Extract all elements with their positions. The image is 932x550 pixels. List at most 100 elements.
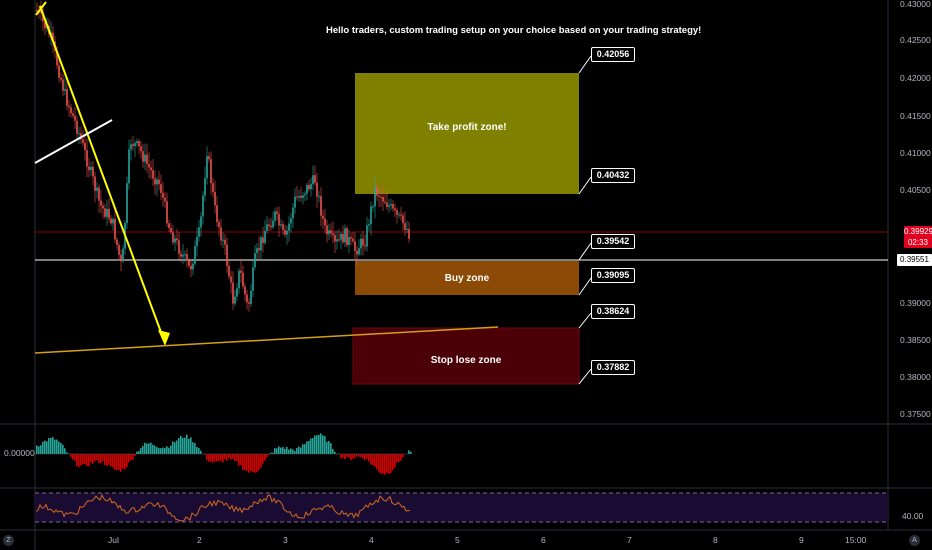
candle-body <box>380 196 382 198</box>
time-tick: 2 <box>197 535 202 545</box>
histogram-bar <box>186 434 188 454</box>
candle-body <box>42 13 44 22</box>
candle-body <box>374 187 376 207</box>
candle-body <box>298 195 300 198</box>
candle-body <box>126 183 128 223</box>
candle-body <box>344 228 346 243</box>
candle-body <box>112 219 114 224</box>
histogram-bar <box>86 454 88 467</box>
candle-body <box>62 79 64 91</box>
candle-body <box>140 146 142 152</box>
callout-0.42056[interactable]: 0.42056 <box>591 47 635 62</box>
histogram-bar <box>116 454 118 471</box>
histogram-bar <box>328 441 330 454</box>
candle-body <box>242 272 244 287</box>
candle-body <box>154 178 156 185</box>
time-tick: 5 <box>455 535 460 545</box>
histogram-bar <box>248 454 250 473</box>
histogram-bar <box>76 454 78 467</box>
candle-body <box>132 144 134 147</box>
candle-body <box>240 270 242 273</box>
callout-0.37882[interactable]: 0.37882 <box>591 360 635 375</box>
candle-body <box>296 196 298 198</box>
histogram-bar <box>180 435 182 454</box>
callout-0.38624[interactable]: 0.38624 <box>591 304 635 319</box>
histogram-bar <box>78 454 80 468</box>
candle-body <box>144 154 146 162</box>
take-profit-zone[interactable] <box>355 73 579 194</box>
stop-loss-zone[interactable] <box>352 327 580 385</box>
histogram-bar <box>222 454 224 463</box>
histogram-bar <box>166 446 168 454</box>
time-tick: 9 <box>799 535 804 545</box>
histogram-bar <box>82 454 84 465</box>
candle-body <box>164 197 166 202</box>
histogram-bar <box>154 445 156 454</box>
candle-body <box>168 223 170 228</box>
headline-text[interactable]: Hello traders, custom trading setup on y… <box>326 25 702 36</box>
histogram-bar <box>284 448 286 454</box>
candle-body <box>212 183 214 192</box>
candle-body <box>244 286 246 295</box>
histogram-bar <box>50 437 52 454</box>
candle-body <box>82 139 84 143</box>
callout-0.40432[interactable]: 0.40432 <box>591 168 635 183</box>
histogram-bar <box>278 446 280 454</box>
histogram-bar <box>190 437 192 454</box>
marker-price-badge[interactable]: 0.39551 <box>897 254 932 266</box>
candle-body <box>200 216 202 228</box>
candle-body <box>276 211 278 214</box>
candle-body <box>402 215 404 224</box>
histogram-bar <box>352 454 354 459</box>
histogram-bar <box>334 451 336 454</box>
histogram-bar <box>162 447 164 454</box>
support-trend-line[interactable] <box>34 326 499 354</box>
histogram-bar <box>396 454 398 463</box>
candle-body <box>252 267 254 291</box>
buy-zone[interactable] <box>355 261 579 295</box>
candle-body <box>238 270 240 289</box>
last-price-badge: 0.39929 02:33 <box>904 226 932 248</box>
candle-body <box>322 215 324 219</box>
candle-body <box>366 225 368 247</box>
candle-body <box>270 225 272 228</box>
candle-body <box>56 50 58 66</box>
candle-body <box>186 254 188 261</box>
candle-body <box>98 187 100 201</box>
candle-body <box>102 205 104 209</box>
candle-body <box>142 151 144 162</box>
histogram-bar <box>346 454 348 457</box>
histogram-bar <box>218 454 220 461</box>
histogram-bar <box>372 454 374 466</box>
histogram-bar <box>232 454 234 459</box>
callout-0.39542[interactable]: 0.39542 <box>591 234 635 249</box>
candle-body <box>312 175 314 184</box>
timezone-icon[interactable]: Z <box>3 535 14 546</box>
candle-body <box>318 196 320 198</box>
yellow-arrow-line[interactable] <box>39 5 166 344</box>
callout-0.39095[interactable]: 0.39095 <box>591 268 635 283</box>
histogram-bar <box>194 443 196 454</box>
histogram-bar <box>108 454 110 465</box>
histogram-bar <box>366 454 368 459</box>
candlestick-series <box>36 0 410 312</box>
histogram-bar <box>94 454 96 462</box>
candle-body <box>180 253 182 257</box>
histogram-bar <box>252 454 254 473</box>
price-tick: 0.40500 <box>900 185 931 195</box>
auto-scale-icon[interactable]: A <box>909 535 920 546</box>
histogram-bar <box>294 451 296 454</box>
candle-body <box>60 77 62 80</box>
white-trend-line[interactable] <box>34 119 113 164</box>
candle-body <box>356 250 358 255</box>
histogram-bar <box>146 443 148 454</box>
histogram-bar <box>382 454 384 474</box>
histogram-bar <box>290 448 292 454</box>
histogram-bar <box>64 448 66 454</box>
candle-body <box>128 149 130 184</box>
histogram-axis-label: 0.00000 <box>4 448 35 458</box>
histogram-bar <box>90 454 92 463</box>
candle-body <box>236 288 238 297</box>
candle-body <box>372 206 374 208</box>
